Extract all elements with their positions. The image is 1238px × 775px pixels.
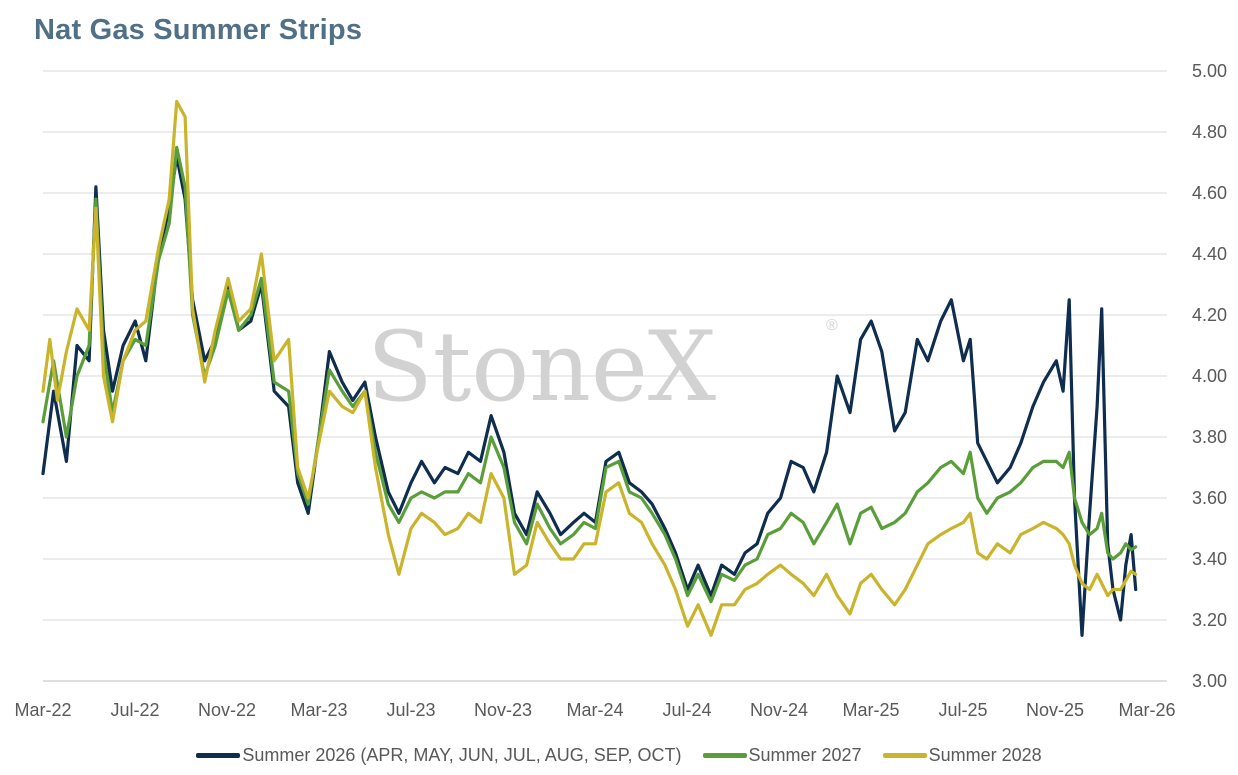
x-tick-label: Nov-23 xyxy=(474,700,532,720)
chart-title: Nat Gas Summer Strips xyxy=(34,14,363,46)
y-tick-label: 3.00 xyxy=(1192,671,1227,691)
y-tick-label: 4.80 xyxy=(1192,122,1227,142)
legend-item-summer-2027: Summer 2027 xyxy=(702,745,862,766)
legend-label-summer-2028: Summer 2028 xyxy=(928,745,1042,765)
y-tick-label: 3.40 xyxy=(1192,549,1227,569)
x-tick-label: Mar-26 xyxy=(1118,700,1175,720)
x-tick-label: Nov-24 xyxy=(750,700,808,720)
y-tick-label: 4.00 xyxy=(1192,366,1227,386)
legend-item-summer-2026: Summer 2026 (APR, MAY, JUN, JUL, AUG, SE… xyxy=(196,745,681,766)
x-tick-label: Mar-24 xyxy=(566,700,623,720)
x-tick-label: Nov-25 xyxy=(1026,700,1084,720)
legend-swatch-summer-2028 xyxy=(882,753,927,758)
series-line-summer-2027 xyxy=(41,145,1138,604)
watermark-registered-mark: ® xyxy=(826,317,838,334)
x-tick-label: Jul-23 xyxy=(386,700,435,720)
gridlines xyxy=(43,70,1167,682)
x-tick-label: Mar-22 xyxy=(14,700,71,720)
y-tick-label: 3.80 xyxy=(1192,427,1227,447)
x-tick-label: Jul-25 xyxy=(938,700,987,720)
x-axis-ticks: Mar-22 Jul-22 Nov-22 Mar-23 Jul-23 Nov-23 Mar-… xyxy=(14,700,1175,720)
legend-swatch-summer-2027 xyxy=(702,753,747,758)
y-tick-label: 4.60 xyxy=(1192,183,1227,203)
legend: Summer 2026 (APR, MAY, JUN, JUL, AUG, SE… xyxy=(0,742,1238,766)
series-line-summer-2028 xyxy=(41,99,1138,637)
y-tick-label: 3.20 xyxy=(1192,610,1227,630)
y-tick-label: 4.40 xyxy=(1192,244,1227,264)
watermark: StoneX ® xyxy=(367,311,838,423)
y-axis-ticks: 3.00 3.20 3.40 3.60 3.80 4.00 4.20 4.40 4.60 4.80… xyxy=(1192,61,1227,691)
x-tick-label: Mar-23 xyxy=(290,700,347,720)
x-tick-label: Mar-25 xyxy=(842,700,899,720)
y-tick-label: 3.60 xyxy=(1192,488,1227,508)
y-tick-label: 5.00 xyxy=(1192,61,1227,81)
series-lines xyxy=(41,99,1138,637)
x-tick-label: Jul-22 xyxy=(110,700,159,720)
legend-label-summer-2026: Summer 2026 (APR, MAY, JUN, JUL, AUG, SE… xyxy=(242,745,682,765)
legend-item-summer-2028: Summer 2028 xyxy=(882,745,1042,766)
watermark-logo: StoneX xyxy=(367,311,716,423)
legend-label-summer-2027: Summer 2027 xyxy=(748,745,862,765)
legend-swatch-summer-2026 xyxy=(196,753,241,758)
x-tick-label: Nov-22 xyxy=(198,700,256,720)
y-tick-label: 4.20 xyxy=(1192,305,1227,325)
x-tick-label: Jul-24 xyxy=(662,700,711,720)
